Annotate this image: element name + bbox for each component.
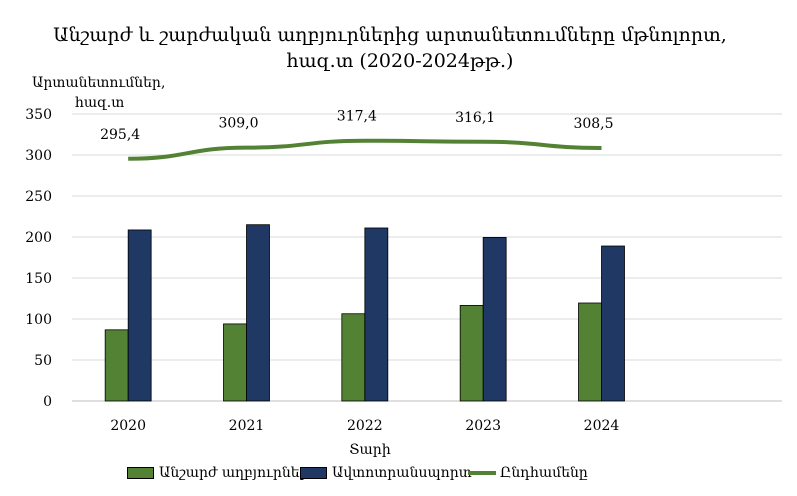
chart-title: Անշարժ և շարժական աղբյուրներից արտանետու… [53,24,727,46]
y-axis-label: Արտանետումներ, [32,75,166,91]
legend-label: Անշարժ աղբյուրներ [159,465,309,481]
bar-stationary [104,329,129,402]
bar-transport [127,229,152,402]
bar-transport [601,245,625,402]
y-tick-label: 100 [25,312,52,328]
legend-label: Ավտոտրանսպորտ [332,465,472,481]
bar-transport [364,227,389,402]
bar-stationary [459,304,484,402]
legend-line [468,471,496,475]
y-tick-label: 150 [25,271,52,287]
y-tick-label: 50 [34,353,52,369]
bar-stationary [341,313,366,402]
legend-swatch [300,467,327,479]
y-tick-label: 250 [25,189,52,205]
bar-stationary [223,323,247,402]
x-tick-label: 2021 [229,418,265,434]
bar-transport [246,224,270,402]
legend-swatch [127,467,154,479]
x-tick-label: 2024 [584,418,620,434]
y-tick-label: 200 [25,230,52,246]
legend-item-stationary: Անշարժ աղբյուրներ [127,465,309,481]
data-label: 309,0 [218,116,258,132]
data-label: 316,1 [455,110,495,126]
bar-transport [482,237,507,402]
total-line [128,138,602,161]
x-axis-label: Տարի [349,442,391,458]
x-tick-label: 2022 [347,418,383,434]
data-label: 317,4 [337,109,377,125]
y-axis-label-unit: հազ.տ [75,95,125,111]
y-tick-label: 0 [43,394,52,410]
bar-stationary [578,302,602,402]
legend-label: Ընդհամենը [500,465,588,481]
data-label: 295,4 [100,127,140,143]
chart-title-line2: հազ.տ (2020-2024թթ.) [286,50,514,72]
data-label: 308,5 [573,116,613,132]
legend-item-total: Ընդհամենը [468,465,588,481]
y-tick-label: 300 [25,148,52,164]
y-tick-label: 350 [25,107,52,123]
x-tick-label: 2023 [465,418,501,434]
legend-item-transport: Ավտոտրանսպորտ [300,465,472,481]
x-tick-label: 2020 [110,418,146,434]
